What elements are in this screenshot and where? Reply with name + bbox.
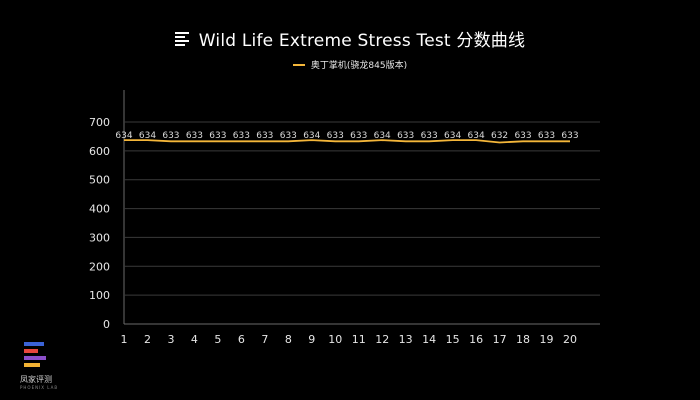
x-tick-label: 12 xyxy=(375,333,389,346)
x-tick-label: 18 xyxy=(516,333,530,346)
data-label: 633 xyxy=(256,131,273,141)
x-tick-label: 15 xyxy=(446,333,460,346)
data-label: 634 xyxy=(468,131,485,141)
data-label: 633 xyxy=(514,131,531,141)
brand-logo-text: 凤家评测 xyxy=(20,375,52,384)
data-label: 634 xyxy=(115,131,132,141)
list-lines-icon xyxy=(174,31,189,46)
data-label: 634 xyxy=(444,131,461,141)
x-tick-label: 14 xyxy=(422,333,436,346)
legend: 奥丁掌机(骁龙845版本) xyxy=(0,58,700,71)
data-label: 633 xyxy=(209,131,226,141)
logo-bar xyxy=(24,356,46,360)
data-label: 633 xyxy=(561,131,578,141)
y-tick-label: 400 xyxy=(89,203,110,216)
brand-logo: 凤家评测 PHOENIX LAB xyxy=(20,342,60,390)
data-label: 633 xyxy=(421,131,438,141)
x-tick-label: 3 xyxy=(167,333,174,346)
y-tick-label: 600 xyxy=(89,145,110,158)
data-label: 633 xyxy=(280,131,297,141)
x-tick-label: 2 xyxy=(144,333,151,346)
series-line xyxy=(124,139,570,144)
y-tick-label: 0 xyxy=(103,318,110,331)
y-tick-label: 100 xyxy=(89,289,110,302)
y-tick-label: 700 xyxy=(89,116,110,129)
y-tick-label: 500 xyxy=(89,174,110,187)
data-label: 634 xyxy=(139,131,156,141)
data-label: 632 xyxy=(491,131,508,141)
logo-bar xyxy=(24,342,44,346)
x-tick-label: 8 xyxy=(285,333,292,346)
title-row: Wild Life Extreme Stress Test 分数曲线 xyxy=(0,26,700,51)
x-tick-label: 13 xyxy=(399,333,413,346)
data-label: 633 xyxy=(233,131,250,141)
x-tick-label: 9 xyxy=(308,333,315,346)
legend-label: 奥丁掌机(骁龙845版本) xyxy=(310,61,408,71)
logo-mark xyxy=(24,342,48,372)
x-tick-label: 1 xyxy=(121,333,128,346)
data-label: 633 xyxy=(186,131,203,141)
x-tick-label: 6 xyxy=(238,333,245,346)
data-label: 634 xyxy=(374,131,391,141)
data-label: 633 xyxy=(538,131,555,141)
data-label: 633 xyxy=(327,131,344,141)
brand-logo-subtext: PHOENIX LAB xyxy=(20,385,59,390)
x-tick-label: 10 xyxy=(328,333,342,346)
x-tick-label: 19 xyxy=(540,333,554,346)
data-label: 633 xyxy=(162,131,179,141)
data-label: 633 xyxy=(397,131,414,141)
data-label: 634 xyxy=(303,131,320,141)
data-label: 633 xyxy=(350,131,367,141)
x-tick-label: 11 xyxy=(352,333,366,346)
x-tick-label: 17 xyxy=(493,333,507,346)
x-tick-label: 4 xyxy=(191,333,198,346)
logo-bar xyxy=(24,363,40,367)
x-tick-label: 16 xyxy=(469,333,483,346)
x-tick-label: 7 xyxy=(261,333,268,346)
x-tick-label: 5 xyxy=(214,333,221,346)
x-tick-label: 20 xyxy=(563,333,577,346)
chart-title: Wild Life Extreme Stress Test 分数曲线 xyxy=(198,31,526,51)
logo-bar xyxy=(24,349,38,353)
y-tick-label: 300 xyxy=(89,231,110,244)
y-tick-label: 200 xyxy=(89,260,110,273)
legend-swatch xyxy=(292,63,305,66)
